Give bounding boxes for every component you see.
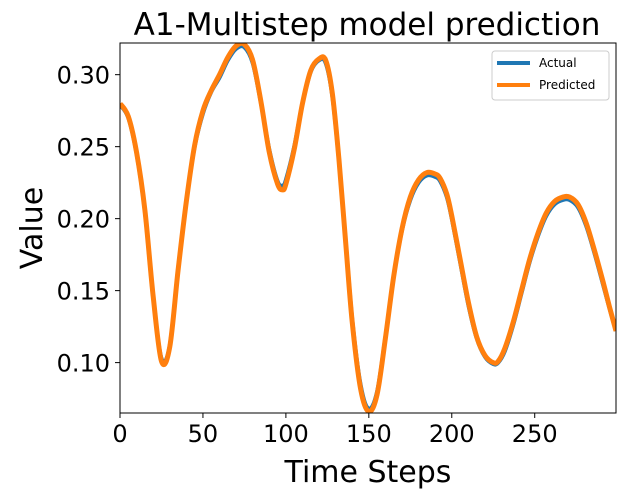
- x-tick-label: 150: [346, 420, 392, 448]
- y-tick-label: 0.25: [57, 134, 110, 162]
- y-tick-label: 0.30: [57, 62, 110, 90]
- plot-frame: [119, 42, 617, 414]
- chart-title: A1-Multistep model prediction: [134, 7, 601, 43]
- y-tick-label: 0.10: [57, 350, 110, 378]
- legend-label-predicted: Predicted: [539, 78, 595, 92]
- x-axis-label: Time Steps: [284, 455, 452, 490]
- y-tick-label: 0.20: [57, 206, 110, 234]
- y-tick-label: 0.15: [57, 278, 110, 306]
- x-tick-label: 200: [429, 420, 475, 448]
- x-tick-label: 50: [188, 420, 219, 448]
- series-layer: [120, 43, 616, 413]
- legend-label-actual: Actual: [539, 56, 577, 70]
- x-axis-ticks: 0 50 100 150 200 250: [112, 413, 558, 448]
- y-axis-ticks: 0.10 0.15 0.20 0.25 0.30: [57, 62, 120, 378]
- legend: Actual Predicted: [491, 50, 610, 101]
- x-tick-label: 0: [112, 420, 127, 448]
- y-axis-label: Value: [15, 187, 50, 269]
- x-tick-label: 100: [263, 420, 309, 448]
- series-line-predicted: [120, 43, 616, 413]
- x-tick-label: 250: [512, 420, 558, 448]
